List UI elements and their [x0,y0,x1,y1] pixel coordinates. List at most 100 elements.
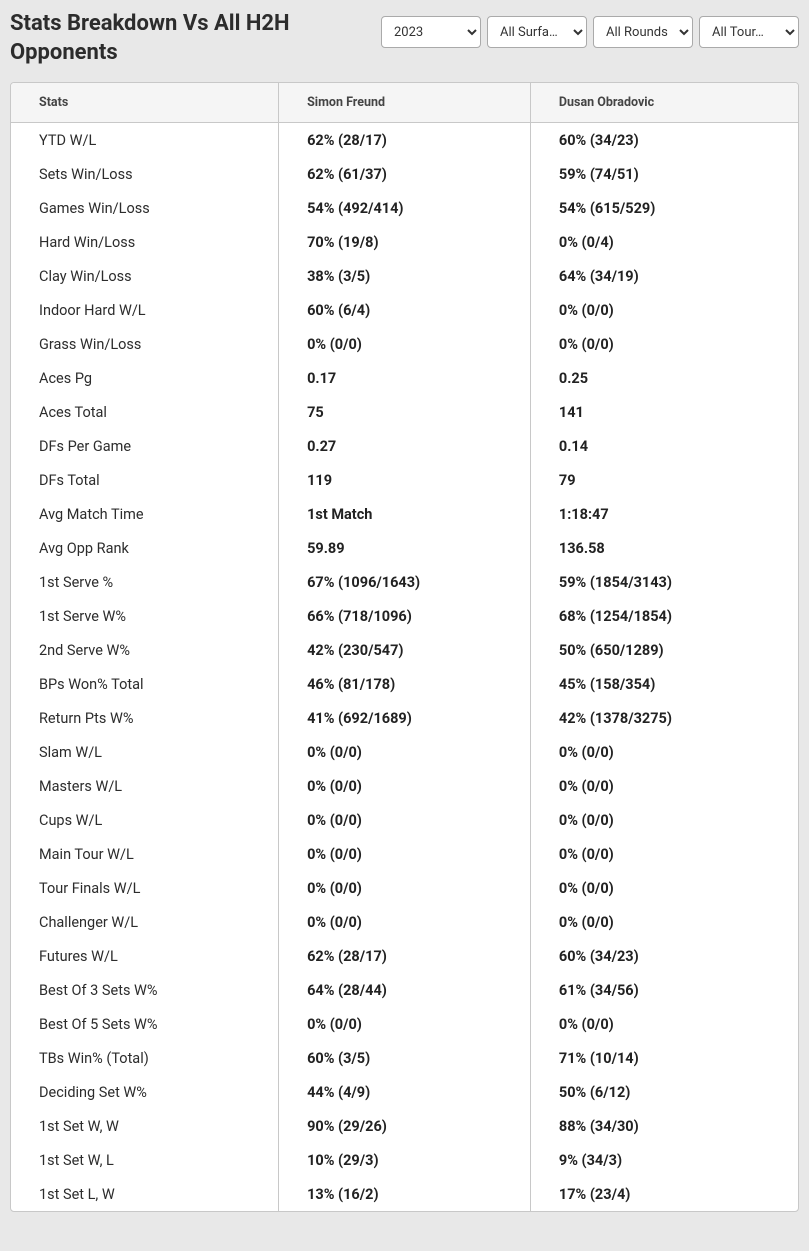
player1-value: 44% (4/9) [279,1075,531,1109]
stat-label: Futures W/L [11,939,279,973]
stat-label: 1st Serve % [11,565,279,599]
surface-select[interactable]: All Surfa… [487,16,587,48]
table-row: Grass Win/Loss0% (0/0)0% (0/0) [11,327,798,361]
stat-label: Avg Opp Rank [11,531,279,565]
table-row: Slam W/L0% (0/0)0% (0/0) [11,735,798,769]
player2-value: 54% (615/529) [530,191,798,225]
table-row: Deciding Set W%44% (4/9)50% (6/12) [11,1075,798,1109]
player1-value: 54% (492/414) [279,191,531,225]
table-row: 1st Serve %67% (1096/1643)59% (1854/3143… [11,565,798,599]
stat-label: Grass Win/Loss [11,327,279,361]
stats-table-container: Stats Simon Freund Dusan Obradovic YTD W… [10,82,799,1212]
table-row: Masters W/L0% (0/0)0% (0/0) [11,769,798,803]
table-row: Sets Win/Loss62% (61/37)59% (74/51) [11,157,798,191]
player1-value: 41% (692/1689) [279,701,531,735]
player1-value: 38% (3/5) [279,259,531,293]
player2-value: 0% (0/0) [530,837,798,871]
player1-value: 46% (81/178) [279,667,531,701]
player2-value: 50% (650/1289) [530,633,798,667]
table-row: Tour Finals W/L0% (0/0)0% (0/0) [11,871,798,905]
player2-value: 0% (0/0) [530,769,798,803]
player2-value: 60% (34/23) [530,939,798,973]
stat-label: 1st Serve W% [11,599,279,633]
stat-label: Best Of 3 Sets W% [11,973,279,1007]
table-row: Avg Opp Rank59.89136.58 [11,531,798,565]
stat-label: 1st Set W, W [11,1109,279,1143]
player2-value: 71% (10/14) [530,1041,798,1075]
player1-value: 13% (16/2) [279,1177,531,1211]
player2-value: 0% (0/0) [530,803,798,837]
table-row: Hard Win/Loss70% (19/8)0% (0/4) [11,225,798,259]
player2-value: 61% (34/56) [530,973,798,1007]
tour-select[interactable]: All Tour… [699,16,799,48]
player2-value: 0% (0/0) [530,735,798,769]
table-row: Best Of 5 Sets W%0% (0/0)0% (0/0) [11,1007,798,1041]
page-title: Stats Breakdown Vs All H2H Opponents [10,10,310,67]
table-row: Best Of 3 Sets W%64% (28/44)61% (34/56) [11,973,798,1007]
stat-label: 2nd Serve W% [11,633,279,667]
stats-table: Stats Simon Freund Dusan Obradovic YTD W… [11,83,798,1211]
player1-value: 0% (0/0) [279,327,531,361]
player2-value: 17% (23/4) [530,1177,798,1211]
stat-label: 1st Set L, W [11,1177,279,1211]
table-row: DFs Per Game0.270.14 [11,429,798,463]
player2-value: 59% (74/51) [530,157,798,191]
stat-label: BPs Won% Total [11,667,279,701]
rounds-select[interactable]: All Rounds [593,16,693,48]
stat-label: DFs Per Game [11,429,279,463]
player1-value: 42% (230/547) [279,633,531,667]
stat-label: Tour Finals W/L [11,871,279,905]
player2-value: 9% (34/3) [530,1143,798,1177]
stat-label: Sets Win/Loss [11,157,279,191]
player1-value: 75 [279,395,531,429]
stat-label: YTD W/L [11,123,279,158]
stat-label: Hard Win/Loss [11,225,279,259]
player2-value: 0.25 [530,361,798,395]
player1-value: 0% (0/0) [279,905,531,939]
player2-value: 141 [530,395,798,429]
stat-label: Aces Pg [11,361,279,395]
player1-value: 0% (0/0) [279,735,531,769]
stat-label: Deciding Set W% [11,1075,279,1109]
table-row: TBs Win% (Total)60% (3/5)71% (10/14) [11,1041,798,1075]
player2-value: 60% (34/23) [530,123,798,158]
player2-value: 68% (1254/1854) [530,599,798,633]
player2-value: 1:18:47 [530,497,798,531]
player2-value: 0% (0/0) [530,293,798,327]
stat-label: Main Tour W/L [11,837,279,871]
player1-value: 0% (0/0) [279,837,531,871]
player1-value: 0% (0/0) [279,769,531,803]
col-header-stats: Stats [11,83,279,123]
table-row: 2nd Serve W%42% (230/547)50% (650/1289) [11,633,798,667]
table-row: Aces Total75141 [11,395,798,429]
player2-value: 88% (34/30) [530,1109,798,1143]
player2-value: 64% (34/19) [530,259,798,293]
player1-value: 0.27 [279,429,531,463]
stat-label: 1st Set W, L [11,1143,279,1177]
table-row: YTD W/L62% (28/17)60% (34/23) [11,123,798,158]
player2-value: 50% (6/12) [530,1075,798,1109]
player1-value: 62% (28/17) [279,123,531,158]
player1-value: 59.89 [279,531,531,565]
player2-value: 59% (1854/3143) [530,565,798,599]
player1-value: 60% (3/5) [279,1041,531,1075]
stat-label: Best Of 5 Sets W% [11,1007,279,1041]
filter-bar: 2023 All Surfa… All Rounds All Tour… [381,16,799,48]
player1-value: 62% (61/37) [279,157,531,191]
player1-value: 90% (29/26) [279,1109,531,1143]
stat-label: Indoor Hard W/L [11,293,279,327]
player2-value: 79 [530,463,798,497]
col-header-player2: Dusan Obradovic [530,83,798,123]
year-select[interactable]: 2023 [381,16,481,48]
table-row: BPs Won% Total46% (81/178)45% (158/354) [11,667,798,701]
table-row: Games Win/Loss54% (492/414)54% (615/529) [11,191,798,225]
stat-label: Aces Total [11,395,279,429]
stat-label: Slam W/L [11,735,279,769]
player2-value: 0% (0/4) [530,225,798,259]
stat-label: TBs Win% (Total) [11,1041,279,1075]
table-row: 1st Set L, W13% (16/2)17% (23/4) [11,1177,798,1211]
player1-value: 1st Match [279,497,531,531]
stat-label: Challenger W/L [11,905,279,939]
player2-value: 0% (0/0) [530,871,798,905]
table-row: Clay Win/Loss38% (3/5)64% (34/19) [11,259,798,293]
